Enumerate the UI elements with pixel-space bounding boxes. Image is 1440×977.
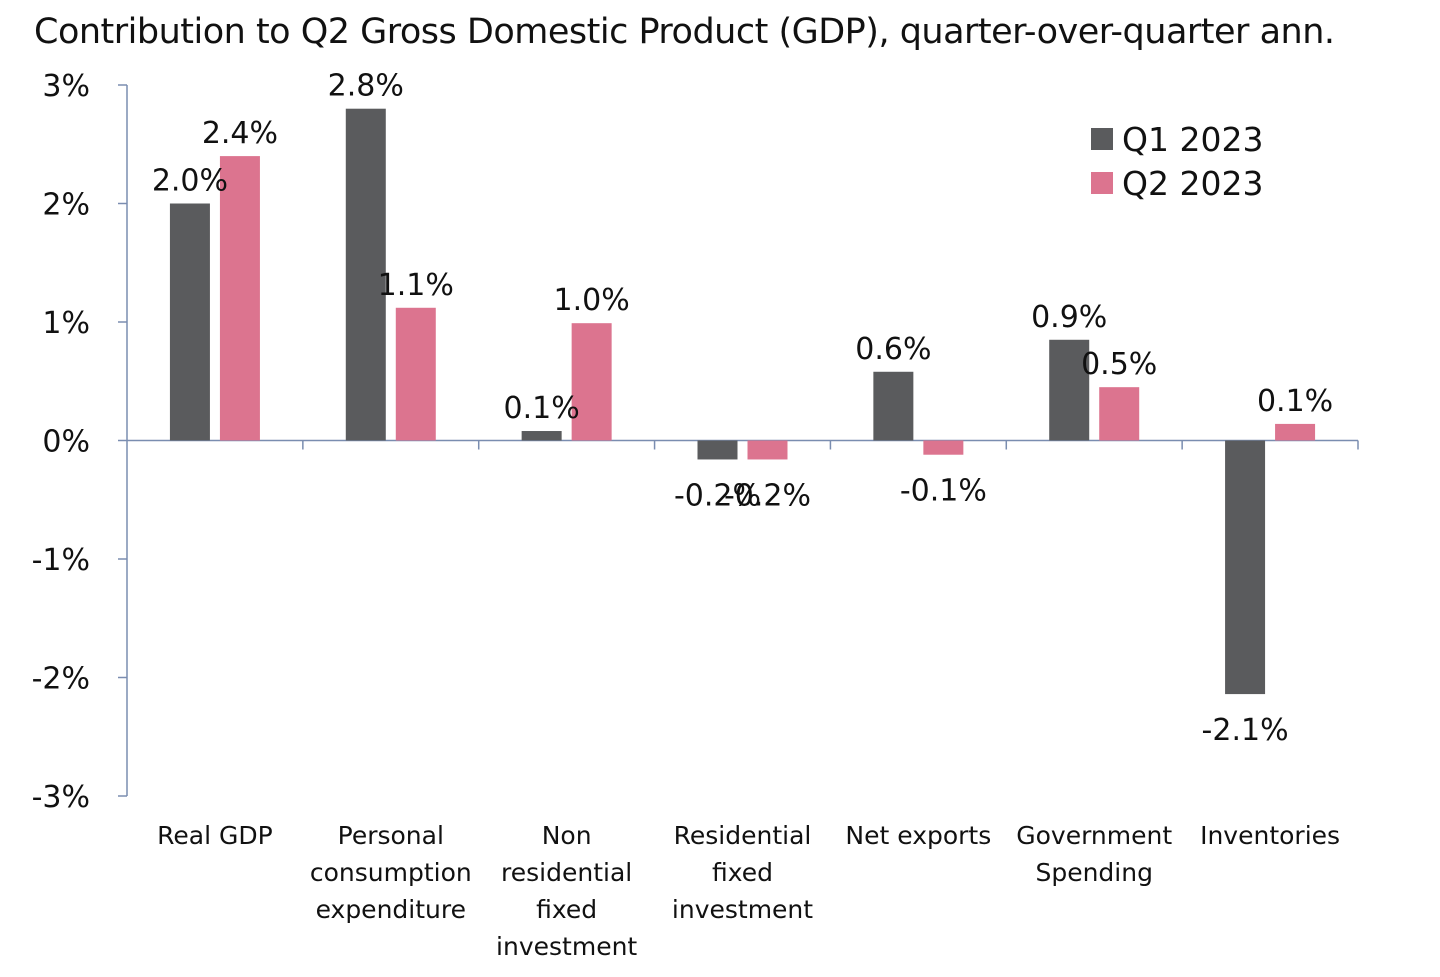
y-tick-label: 0% xyxy=(42,425,90,460)
bar-q1 xyxy=(345,108,386,441)
category-label-line: Government xyxy=(1016,821,1172,850)
data-label-q2: 2.4% xyxy=(202,116,278,151)
chart-legend: Q1 2023 Q2 2023 xyxy=(1091,120,1263,203)
legend-label-q2: Q2 2023 xyxy=(1122,164,1263,203)
bar-q1 xyxy=(169,203,210,441)
bar-q2 xyxy=(571,323,612,441)
category-label: Residential fixed investment xyxy=(672,821,813,924)
data-label-q2: 1.0% xyxy=(554,283,630,318)
data-label-q1: 2.8% xyxy=(328,69,404,104)
category-label-line: Personal xyxy=(338,821,444,850)
data-label-q1: 0.6% xyxy=(855,332,931,367)
data-label-q2: -0.1% xyxy=(900,474,987,509)
category-label-line: residential xyxy=(501,858,632,887)
bar-q1 xyxy=(521,431,562,441)
data-label-q1: 0.1% xyxy=(504,391,580,426)
bar-q1 xyxy=(697,440,738,460)
chart-title: Contribution to Q2 Gross Domestic Produc… xyxy=(34,12,1335,52)
y-tick-label: 3% xyxy=(42,69,90,104)
bar-q1 xyxy=(1225,440,1266,695)
category-label-line: investment xyxy=(672,895,813,924)
data-label-q2: 1.1% xyxy=(378,268,454,303)
y-tick-label: -1% xyxy=(32,543,90,578)
bar-q1 xyxy=(873,371,914,441)
category-label-line: investment xyxy=(496,932,637,961)
category-label: Inventories xyxy=(1200,821,1340,850)
y-tick-label: -2% xyxy=(32,662,90,697)
category-label: Government Spending xyxy=(1016,821,1172,887)
bar-q2 xyxy=(1275,423,1316,441)
legend-swatch-q1 xyxy=(1091,128,1113,150)
category-label-line: expenditure xyxy=(316,895,466,924)
data-label-q2: 0.5% xyxy=(1081,347,1157,382)
y-tick-label: 2% xyxy=(42,188,90,223)
chart-category-labels: Real GDP Personal consumption expenditure No… xyxy=(157,821,1340,961)
bar-q1 xyxy=(1049,339,1090,441)
category-label-line: Non xyxy=(542,821,592,850)
bar-q2 xyxy=(395,307,436,441)
data-label-q1: -2.1% xyxy=(1202,713,1289,748)
category-label-line: Inventories xyxy=(1200,821,1340,850)
data-label-q1: 0.9% xyxy=(1031,300,1107,335)
category-label: Non residential fixed investment xyxy=(496,821,637,961)
category-label-line: fixed xyxy=(536,895,597,924)
category-label-line: Spending xyxy=(1035,858,1153,887)
category-label-line: consumption xyxy=(310,858,472,887)
bar-q2 xyxy=(747,440,788,460)
data-label-q1: 2.0% xyxy=(152,164,228,199)
category-label-line: Real GDP xyxy=(157,821,273,850)
data-label-q2: -0.2% xyxy=(724,478,811,513)
chart-bars xyxy=(169,108,1316,695)
category-label: Real GDP xyxy=(157,821,273,850)
category-label: Personal consumption expenditure xyxy=(310,821,472,924)
legend-swatch-q2 xyxy=(1091,172,1113,194)
y-tick-label: 1% xyxy=(42,306,90,341)
bar-q2 xyxy=(923,440,964,455)
data-label-q2: 0.1% xyxy=(1257,384,1333,419)
bar-q2 xyxy=(219,156,260,441)
y-tick-label: -3% xyxy=(32,780,90,815)
chart-axes: 3% 2% 1% 0% -1% -2% -3% xyxy=(32,69,1359,815)
chart-data-labels: 2.0% 2.8% 0.1% -0.2% 0.6% 0.9% -2.1% 2.4% 1.1% 1.… xyxy=(152,69,1333,748)
category-label-line: Residential xyxy=(674,821,812,850)
category-label: Net exports xyxy=(845,821,991,850)
category-label-line: Net exports xyxy=(845,821,991,850)
data-label-q1: -0.2% xyxy=(674,478,761,513)
category-label-line: fixed xyxy=(712,858,773,887)
legend-label-q1: Q1 2023 xyxy=(1122,120,1263,159)
bar-q2 xyxy=(1099,387,1140,441)
